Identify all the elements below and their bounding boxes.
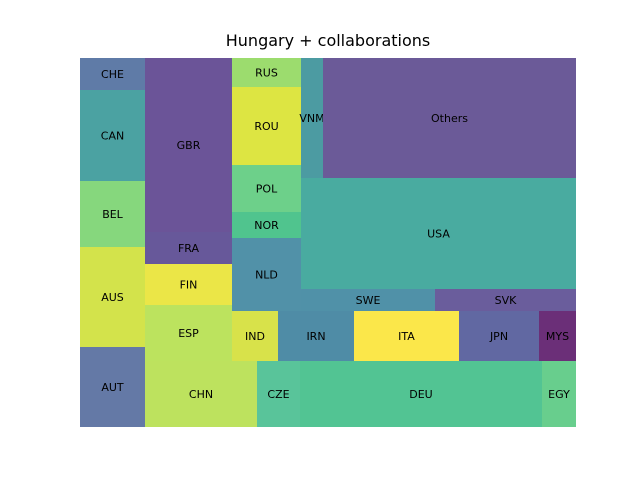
treemap-tile-rus <box>232 58 301 87</box>
treemap-label-cze: CZE <box>267 388 289 401</box>
treemap-tile-ita <box>354 311 459 361</box>
treemap-tile-rou <box>232 87 301 165</box>
treemap-tile-che <box>80 58 145 90</box>
treemap-label-aut: AUT <box>101 381 124 394</box>
treemap-tile-pol <box>232 165 301 212</box>
chart-title: Hungary + collaborations <box>225 31 431 50</box>
treemap-label-rus: RUS <box>255 67 278 80</box>
treemap-tile-nor <box>232 212 301 238</box>
treemap-label-swe: SWE <box>356 294 381 307</box>
treemap-label-chn: CHN <box>189 388 213 401</box>
treemap-tile-swe <box>301 289 435 311</box>
treemap-label-bel: BEL <box>102 208 123 221</box>
treemap-label-mys: MYS <box>546 330 569 343</box>
treemap-tile-deu <box>300 361 542 427</box>
treemap-label-aus: AUS <box>101 291 124 304</box>
treemap-tile-egy <box>542 361 576 427</box>
treemap-label-fin: FIN <box>180 279 198 292</box>
treemap-label-irn: IRN <box>306 330 325 343</box>
treemap-tile-jpn <box>459 311 539 361</box>
treemap-tile-chn <box>145 361 257 427</box>
treemap-label-che: CHE <box>101 68 124 81</box>
treemap-label-vnm: VNM <box>299 112 324 125</box>
treemap-label-deu: DEU <box>409 388 432 401</box>
treemap-tile-aus <box>80 247 145 347</box>
treemap-label-others: Others <box>431 112 468 125</box>
treemap-label-ita: ITA <box>398 330 415 343</box>
treemap-tile-ind <box>232 311 278 361</box>
treemap-tile-bel <box>80 181 145 247</box>
treemap-label-esp: ESP <box>178 327 199 340</box>
treemap-label-usa: USA <box>427 228 450 241</box>
treemap-label-rou: ROU <box>254 120 278 133</box>
treemap-tile-others <box>323 58 576 178</box>
treemap-label-gbr: GBR <box>177 139 201 152</box>
treemap-tile-can <box>80 90 145 181</box>
treemap-tile-esp <box>145 305 232 361</box>
treemap-tile-fin <box>145 264 232 305</box>
treemap-tile-irn <box>278 311 354 361</box>
treemap-tile-vnm <box>301 58 323 178</box>
treemap-tile-cze <box>257 361 300 427</box>
treemap-label-svk: SVK <box>495 294 518 307</box>
treemap-label-ind: IND <box>245 330 265 343</box>
treemap-label-can: CAN <box>101 130 124 143</box>
treemap-label-nor: NOR <box>254 219 279 232</box>
treemap-label-pol: POL <box>256 183 278 196</box>
treemap-label-fra: FRA <box>178 242 200 255</box>
treemap-tile-aut <box>80 347 145 427</box>
treemap-tile-gbr <box>145 58 232 232</box>
treemap-tile-fra <box>145 232 232 264</box>
treemap-label-nld: NLD <box>255 269 278 282</box>
treemap-label-egy: EGY <box>548 388 570 401</box>
treemap-tile-usa <box>301 178 576 289</box>
treemap-tile-nld <box>232 238 301 311</box>
treemap-tile-svk <box>435 289 576 311</box>
treemap-label-jpn: JPN <box>489 330 508 343</box>
treemap-tile-mys <box>539 311 576 361</box>
